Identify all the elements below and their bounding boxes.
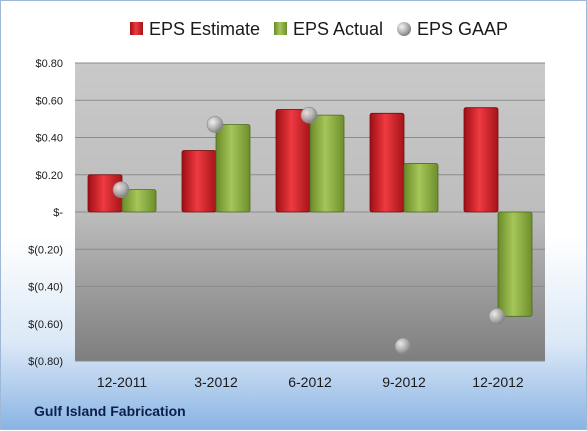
eps-estimate-bar — [463, 107, 499, 213]
bars — [87, 107, 533, 317]
y-tick-label: $0.40 — [35, 133, 63, 145]
legend-swatch-eps-estimate — [130, 22, 143, 35]
gaap-markers — [112, 106, 506, 355]
y-axis-ticks: $0.80 $0.60 $0.40 $0.20 $- $(0.20) $(0.40) $(0.… — [28, 58, 63, 368]
y-tick-label: $0.60 — [35, 95, 63, 107]
eps-estimate-bar — [369, 112, 405, 213]
legend-label-eps-gaap: EPS GAAP — [417, 19, 508, 39]
y-tick-label: $(0.20) — [28, 244, 63, 256]
legend-swatch-eps-actual — [274, 22, 287, 35]
x-axis-ticks: 12-2011 3-2012 6-2012 9-2012 12-2012 — [97, 374, 524, 390]
eps-estimate-bar — [181, 150, 217, 213]
legend-label-eps-actual: EPS Actual — [293, 19, 383, 39]
y-tick-label: $0.20 — [35, 170, 63, 182]
eps-actual-bar — [309, 114, 345, 213]
legend-swatch-eps-gaap — [397, 22, 411, 36]
eps-actual-bar — [215, 124, 251, 213]
y-tick-label: $- — [53, 207, 63, 219]
y-tick-label: $(0.80) — [28, 356, 63, 368]
eps-gaap-marker — [394, 337, 412, 355]
company-caption: Gulf Island Fabrication — [34, 403, 186, 419]
legend-label-eps-estimate: EPS Estimate — [149, 19, 260, 39]
y-tick-label: $0.80 — [35, 58, 63, 70]
x-tick-label: 12-2012 — [472, 374, 524, 390]
x-tick-label: 12-2011 — [97, 374, 148, 390]
y-tick-label: $(0.40) — [28, 282, 63, 294]
eps-actual-bar — [403, 163, 439, 213]
x-tick-label: 3-2012 — [194, 374, 238, 390]
eps-estimate-bar — [275, 109, 311, 213]
eps-gaap-marker — [206, 116, 224, 133]
eps-actual-bar — [497, 211, 533, 317]
eps-gaap-marker — [488, 307, 506, 325]
eps-gaap-marker — [300, 106, 318, 124]
eps-actual-bar — [121, 189, 157, 213]
eps-gaap-marker — [112, 181, 130, 198]
x-tick-label: 9-2012 — [382, 374, 426, 390]
y-tick-label: $(0.60) — [28, 319, 63, 331]
legend: EPS Estimate EPS Actual EPS GAAP — [130, 19, 508, 39]
x-tick-label: 6-2012 — [288, 374, 332, 390]
